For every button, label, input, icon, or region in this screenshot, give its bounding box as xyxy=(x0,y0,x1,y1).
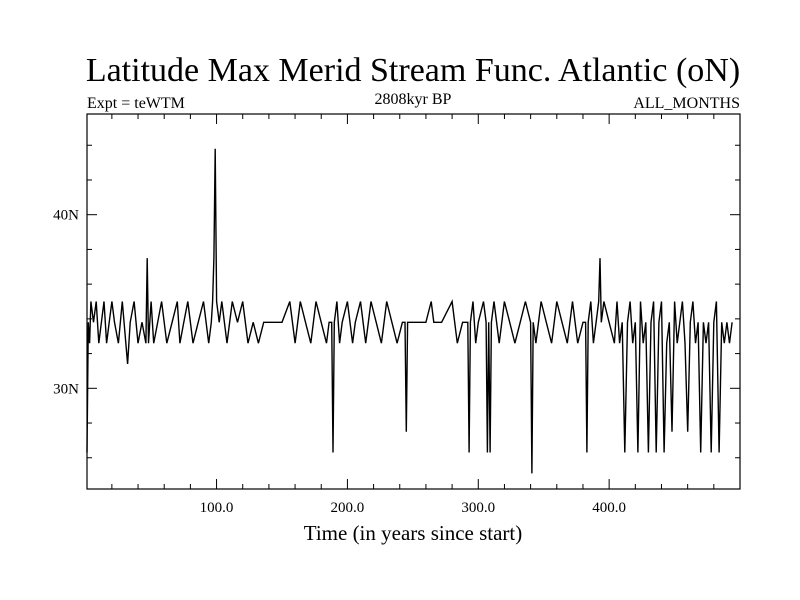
x-tick-label: 200.0 xyxy=(331,500,365,516)
x-tick-label: 100.0 xyxy=(200,500,234,516)
x-tick-label: 300.0 xyxy=(461,500,495,516)
x-axis-label: Time (in years since start) xyxy=(304,521,523,545)
x-tick-label: 400.0 xyxy=(592,500,626,516)
subtitle-right: ALL_MONTHS xyxy=(633,95,740,112)
y-tick-label: 30N xyxy=(53,381,79,397)
subtitle-center: 2808kyr BP xyxy=(375,91,452,108)
subtitle-left: Expt = teWTM xyxy=(87,95,185,112)
y-tick-label: 40N xyxy=(53,208,79,224)
plot-area: 100.0 200.0 300.0 400.0 30N 40N xyxy=(53,113,741,516)
series-line-latitude_max_stream_function xyxy=(86,148,733,474)
chart-title: Latitude Max Merid Stream Func. Atlantic… xyxy=(86,52,740,89)
plot-frame xyxy=(86,113,741,490)
